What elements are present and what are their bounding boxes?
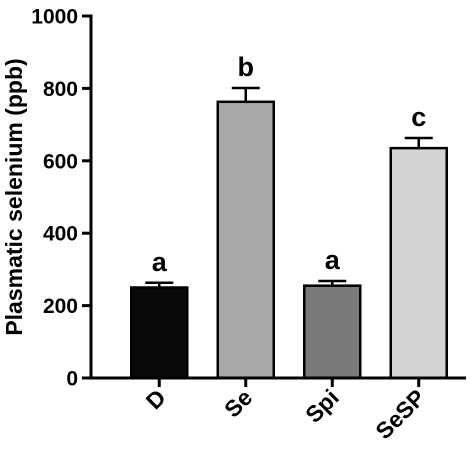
y-axis-title: Plasmatic selenium (ppb) [1,58,27,335]
significance-label: c [411,102,426,132]
x-category-label: Se [219,384,257,422]
y-axis-ticks: 0 200 400 600 800 1000 [31,6,91,391]
x-category-label: D [141,384,171,414]
bar [216,100,275,380]
x-category-label: SeSP [370,384,430,444]
significance-label: a [325,245,341,275]
y-tick-label: 600 [43,150,78,173]
y-tick-label: 400 [43,223,78,246]
x-category-label: Spi [300,384,344,428]
bars-group: a b a c [130,52,448,380]
bar [130,286,189,380]
bar [389,146,448,380]
significance-label: a [152,247,168,277]
y-tick-label: 0 [66,368,78,391]
x-axis-ticks: D Se Spi SeSP [141,378,430,444]
bar [303,284,362,380]
significance-label: b [238,52,255,82]
y-tick-label: 800 [43,78,78,101]
y-tick-label: 200 [43,295,78,318]
y-tick-label: 1000 [31,6,78,29]
